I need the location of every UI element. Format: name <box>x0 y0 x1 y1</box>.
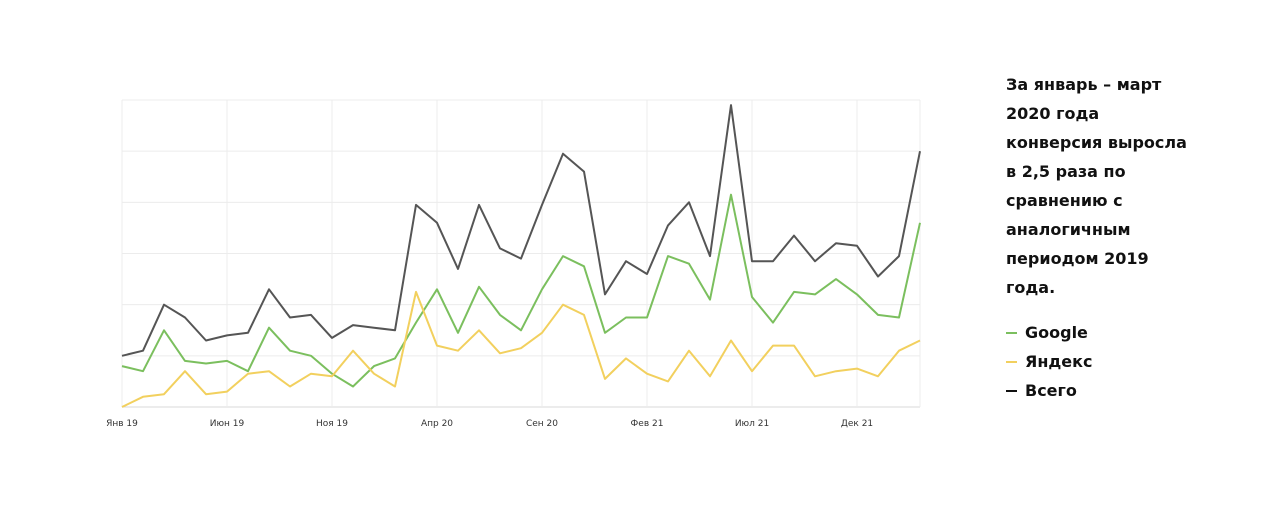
legend-swatch-total <box>1006 389 1017 392</box>
legend-swatch-google <box>1006 331 1017 334</box>
legend-swatch-yandex <box>1006 360 1017 363</box>
x-axis: Янв 19 Июн 19 Ноя 19 Апр 20 Сен 20 Фев 21 Июл … <box>106 419 873 429</box>
x-tick-label: Ноя 19 <box>316 419 348 429</box>
x-tick-label: Янв 19 <box>106 419 138 429</box>
series-line-2 <box>121 104 921 357</box>
chart-grid <box>121 99 921 408</box>
legend-item-google: Google <box>1006 318 1256 347</box>
x-tick-label: Июл 21 <box>735 419 769 429</box>
legend-label-total: Всего <box>1025 381 1077 400</box>
x-tick-label: Июн 19 <box>210 419 245 429</box>
chart-legend: Google Яндекс Всего <box>1006 318 1256 405</box>
line-chart: Янв 19 Июн 19 Ноя 19 Апр 20 Сен 20 Фев 21 Июл … <box>106 99 921 429</box>
chart-series <box>121 104 921 408</box>
legend-item-yandex: Яндекс <box>1006 347 1256 376</box>
conversion-note: За январь – март 2020 года конверсия выр… <box>1006 75 1187 297</box>
x-tick-label: Дек 21 <box>841 419 873 429</box>
legend-label-google: Google <box>1025 323 1088 342</box>
x-tick-label: Сен 20 <box>526 419 558 429</box>
legend-label-yandex: Яндекс <box>1025 352 1093 371</box>
series-line-1 <box>121 290 921 408</box>
series-line-0 <box>121 193 921 388</box>
legend-item-total: Всего <box>1006 376 1256 405</box>
side-panel: За январь – март 2020 года конверсия выр… <box>1006 70 1256 405</box>
x-tick-label: Апр 20 <box>421 419 453 429</box>
x-tick-label: Фев 21 <box>631 419 664 429</box>
